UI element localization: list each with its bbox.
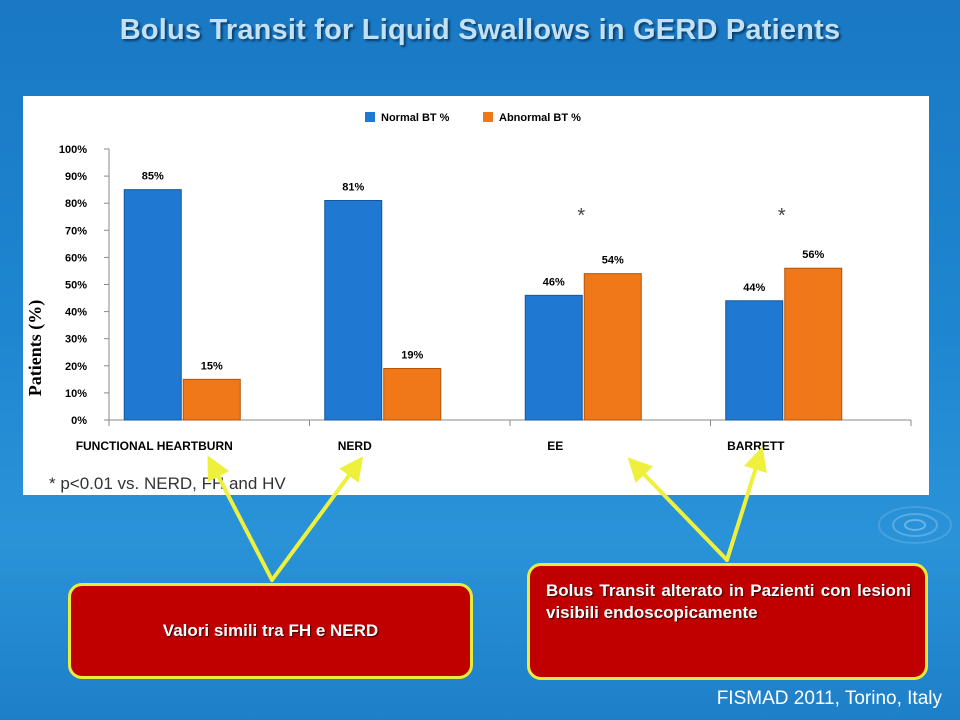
y-tick-label: 30% [65, 334, 87, 346]
y-tick-label: 0% [71, 415, 87, 427]
callout-left-text: Valori simili tra FH e NERD [162, 621, 379, 640]
y-axis-ticks: 0% 10% 20% 30% 40% 50% 60% 70% 80% 90% 100% [59, 144, 109, 427]
x-tick-label: NERD [338, 439, 372, 453]
y-tick-label: 20% [65, 361, 87, 373]
y-tick-label: 90% [65, 171, 87, 183]
y-tick-label: 10% [65, 388, 87, 400]
ripple-decoration-icon [878, 506, 952, 544]
legend-label: Normal BT % [381, 112, 450, 124]
bar [383, 368, 442, 421]
legend-label: Abnormal BT % [499, 112, 581, 124]
bar-chart: Normal BT % Abnormal BT % Patients (%) 0%… [25, 112, 912, 493]
data-label: 54% [602, 255, 624, 267]
citation: FISMAD 2011, Torino, Italy [716, 688, 942, 709]
y-tick-label: 60% [65, 252, 87, 264]
bar [784, 267, 843, 421]
significance-asterisk: * [778, 205, 786, 227]
data-label: 15% [201, 360, 223, 372]
data-label: 19% [401, 350, 423, 362]
x-tick-label: BARRETT [727, 439, 785, 453]
data-label: 85% [142, 171, 164, 183]
significance-markers: * * [577, 205, 786, 227]
data-label: 81% [342, 181, 364, 193]
y-tick-label: 40% [65, 307, 87, 319]
y-tick-label: 70% [65, 225, 87, 237]
y-tick-label: 80% [65, 198, 87, 210]
x-axis-ticks: FUNCTIONAL HEARTBURN NERD EE BARRETT [76, 439, 785, 453]
slide-title: Bolus Transit for Liquid Swallows in GER… [119, 14, 841, 46]
chart-panel: Normal BT % Abnormal BT % Patients (%) 0%… [23, 96, 929, 495]
chart-footnote: * p<0.01 vs. NERD, FH and HV [49, 474, 286, 493]
bar [123, 189, 182, 421]
y-tick-label: 100% [59, 144, 87, 156]
callout-altered-transit: Bolus Transit alterato in Pazienti con l… [527, 563, 928, 680]
bar [725, 300, 784, 421]
chart-bars: 85% 81% 46% 44% 15% 19% 54% 56% [123, 171, 843, 421]
data-label: 44% [743, 282, 765, 294]
significance-asterisk: * [577, 205, 585, 227]
bar [583, 273, 642, 421]
data-label: 56% [802, 249, 824, 261]
bar [324, 199, 383, 421]
y-tick-label: 50% [65, 280, 87, 292]
callout-right-text: Bolus Transit alterato in Pazienti con l… [546, 581, 911, 622]
legend-swatch [365, 112, 375, 122]
bar [182, 378, 241, 421]
y-axis-label: Patients (%) [25, 300, 46, 396]
legend-swatch [483, 112, 493, 122]
x-tick-label: EE [547, 439, 563, 453]
callout-similar-values: Valori simili tra FH e NERD [68, 583, 473, 679]
x-tick-label: FUNCTIONAL HEARTBURN [76, 439, 233, 453]
bar [524, 294, 583, 421]
chart-legend: Normal BT % Abnormal BT % [365, 112, 581, 124]
data-label: 46% [543, 276, 565, 288]
